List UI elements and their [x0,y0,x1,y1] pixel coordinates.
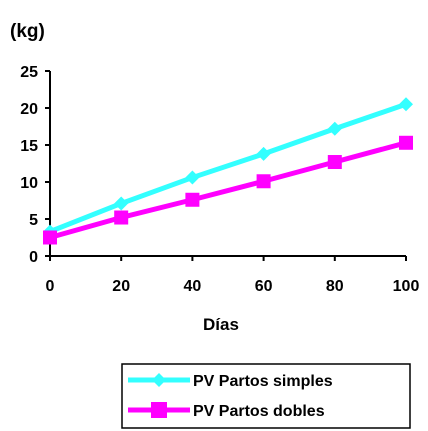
y-tick-label: 0 [29,249,38,266]
data-point [399,97,413,112]
legend-item-2: PV Partos dobles [128,402,325,420]
series-2 [43,135,413,245]
y-tick-label: 25 [20,64,38,81]
series-line [49,101,407,234]
data-point [256,174,271,189]
y-tick-label: 20 [20,101,38,118]
legend-label: PV Partos dobles [193,403,325,420]
x-tick-label: 20 [112,278,130,295]
data-point [185,170,200,185]
legend-marker [152,373,166,387]
data-point [256,146,271,161]
x-tick-label: 40 [184,278,202,295]
legend-item-1: PV Partos simples [128,373,333,390]
y-tick-label: 10 [20,175,38,192]
data-point [185,192,200,207]
x-axis-ticks: 0 20 40 60 80 100 [46,256,420,295]
legend-items: PV Partos simples PV Partos dobles [128,373,333,420]
y-tick-label: 15 [20,138,38,155]
series-layer [43,97,413,245]
series-1 [43,97,413,239]
data-point [114,210,129,225]
y-unit-label: (kg) [10,21,45,42]
x-tick-label: 0 [46,278,55,295]
legend-box [121,363,411,429]
x-axis-title: Días [203,315,239,334]
x-tick-label: 60 [255,278,273,295]
data-point [43,230,57,245]
y-tick-label: 5 [29,212,38,229]
x-tick-label: 80 [326,278,344,295]
series-line [49,140,407,240]
legend-marker [151,402,167,418]
legend-label: PV Partos simples [193,373,333,390]
data-point [399,135,413,150]
data-point [114,196,129,211]
x-tick-label: 100 [393,278,420,295]
y-axis-ticks: 0 5 10 15 20 25 [20,64,50,266]
data-point [327,121,342,136]
data-point [327,155,342,170]
legend: PV Partos simples PV Partos dobles [121,363,411,429]
